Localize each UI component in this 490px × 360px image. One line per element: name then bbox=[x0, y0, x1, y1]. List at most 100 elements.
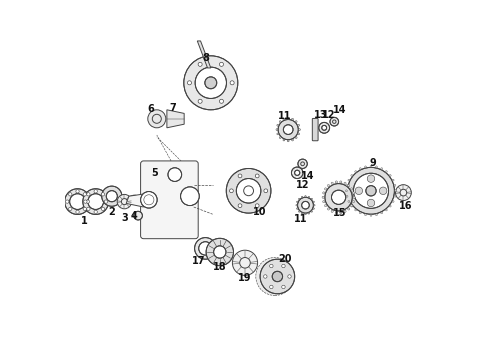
Circle shape bbox=[148, 110, 166, 128]
Circle shape bbox=[302, 201, 309, 209]
Circle shape bbox=[292, 118, 294, 120]
Polygon shape bbox=[126, 194, 144, 207]
Circle shape bbox=[346, 195, 348, 197]
Circle shape bbox=[296, 208, 298, 209]
Text: 5: 5 bbox=[151, 168, 158, 178]
Circle shape bbox=[83, 189, 108, 215]
Circle shape bbox=[255, 204, 259, 208]
Text: 13: 13 bbox=[314, 110, 327, 120]
Circle shape bbox=[94, 190, 98, 193]
Circle shape bbox=[332, 190, 346, 204]
Circle shape bbox=[330, 117, 339, 126]
Circle shape bbox=[335, 211, 338, 214]
Circle shape bbox=[264, 275, 267, 278]
Circle shape bbox=[347, 167, 394, 214]
Circle shape bbox=[288, 275, 291, 278]
Circle shape bbox=[94, 210, 98, 213]
Text: 12: 12 bbox=[322, 110, 336, 120]
Circle shape bbox=[344, 210, 346, 212]
Circle shape bbox=[327, 185, 330, 187]
Circle shape bbox=[102, 186, 122, 206]
Circle shape bbox=[359, 212, 361, 214]
Circle shape bbox=[308, 196, 310, 198]
Circle shape bbox=[87, 207, 90, 211]
Circle shape bbox=[313, 201, 315, 203]
Text: 9: 9 bbox=[369, 158, 376, 168]
Circle shape bbox=[83, 207, 86, 211]
Circle shape bbox=[355, 171, 357, 172]
Circle shape bbox=[256, 257, 294, 296]
Circle shape bbox=[76, 190, 79, 193]
Circle shape bbox=[311, 211, 313, 212]
Text: 15: 15 bbox=[333, 208, 346, 218]
Circle shape bbox=[104, 200, 108, 203]
Circle shape bbox=[308, 213, 310, 214]
Circle shape bbox=[324, 204, 327, 207]
Circle shape bbox=[335, 181, 338, 183]
Circle shape bbox=[368, 175, 375, 183]
Circle shape bbox=[347, 208, 350, 210]
Circle shape bbox=[294, 170, 300, 175]
Circle shape bbox=[195, 238, 216, 259]
Circle shape bbox=[348, 201, 350, 202]
Circle shape bbox=[370, 215, 372, 216]
Circle shape bbox=[168, 168, 182, 181]
Circle shape bbox=[229, 189, 233, 193]
Circle shape bbox=[134, 211, 143, 220]
Text: 19: 19 bbox=[238, 273, 252, 283]
Circle shape bbox=[389, 205, 391, 207]
Circle shape bbox=[370, 165, 372, 167]
Circle shape bbox=[359, 168, 361, 170]
Text: 14: 14 bbox=[301, 171, 315, 181]
Circle shape bbox=[375, 166, 377, 168]
Circle shape bbox=[394, 184, 396, 186]
Circle shape bbox=[298, 211, 300, 212]
Circle shape bbox=[220, 62, 223, 66]
Circle shape bbox=[65, 189, 90, 215]
Circle shape bbox=[350, 188, 353, 190]
Circle shape bbox=[282, 264, 285, 268]
Circle shape bbox=[279, 137, 281, 139]
Circle shape bbox=[394, 195, 396, 197]
Circle shape bbox=[295, 121, 297, 122]
Text: 6: 6 bbox=[147, 104, 154, 114]
Text: 11: 11 bbox=[278, 111, 292, 121]
Circle shape bbox=[392, 201, 394, 202]
Text: 20: 20 bbox=[278, 254, 292, 264]
Circle shape bbox=[198, 62, 202, 66]
Circle shape bbox=[277, 124, 279, 126]
Circle shape bbox=[188, 81, 192, 85]
Ellipse shape bbox=[128, 195, 141, 204]
Circle shape bbox=[375, 214, 377, 216]
Circle shape bbox=[87, 193, 90, 196]
Circle shape bbox=[205, 77, 217, 89]
Circle shape bbox=[180, 187, 199, 206]
Circle shape bbox=[287, 140, 289, 142]
Circle shape bbox=[322, 125, 327, 130]
Circle shape bbox=[297, 197, 314, 213]
FancyBboxPatch shape bbox=[312, 118, 318, 141]
Circle shape bbox=[184, 56, 238, 110]
Circle shape bbox=[368, 199, 375, 207]
Circle shape bbox=[355, 187, 363, 194]
Text: 11: 11 bbox=[294, 214, 308, 224]
Circle shape bbox=[314, 204, 315, 206]
Circle shape bbox=[305, 195, 306, 197]
Circle shape bbox=[283, 125, 293, 134]
Circle shape bbox=[86, 200, 90, 203]
Circle shape bbox=[282, 285, 285, 289]
Text: 18: 18 bbox=[213, 262, 226, 272]
Circle shape bbox=[232, 250, 258, 275]
Text: 16: 16 bbox=[398, 201, 412, 211]
Circle shape bbox=[83, 193, 86, 196]
Circle shape bbox=[236, 179, 261, 203]
Circle shape bbox=[350, 204, 353, 207]
Circle shape bbox=[301, 196, 303, 198]
Circle shape bbox=[279, 121, 281, 122]
Circle shape bbox=[195, 67, 226, 99]
Circle shape bbox=[66, 200, 69, 203]
Circle shape bbox=[352, 201, 355, 203]
Text: 1: 1 bbox=[81, 216, 88, 226]
Circle shape bbox=[381, 212, 383, 214]
Circle shape bbox=[327, 208, 330, 210]
